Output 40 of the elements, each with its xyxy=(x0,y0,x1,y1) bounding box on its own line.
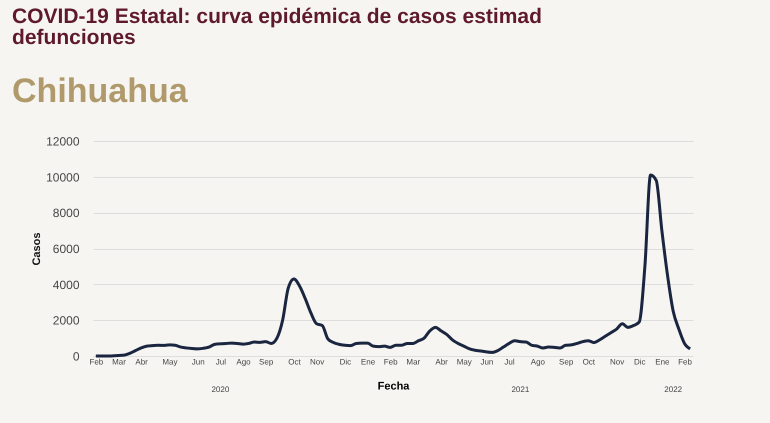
x-tick-label: Nov xyxy=(610,358,624,366)
x-tick-label: Feb xyxy=(384,358,398,366)
x-tick-label: Jun xyxy=(480,358,494,366)
line-series xyxy=(94,174,692,358)
x-tick-label: Ene xyxy=(655,358,670,366)
x-tick-label: May xyxy=(456,358,472,366)
y-tick-label: 8000 xyxy=(52,206,80,220)
x-tick-label: Abr xyxy=(135,358,148,366)
y-tick-label: 10000 xyxy=(46,170,80,184)
y-tick-label: 2000 xyxy=(52,314,80,328)
y-tick-label: 6000 xyxy=(52,242,80,256)
y-tick-label: 0 xyxy=(72,350,80,364)
x-tick-label: Dic xyxy=(340,358,352,366)
x-tick-label: Dic xyxy=(634,358,646,366)
x-tick-label: Nov xyxy=(310,358,324,366)
x-tick-label: Jul xyxy=(504,358,515,366)
x-tick-label: May xyxy=(162,358,178,366)
x-tick-label: Sep xyxy=(559,358,574,366)
chart-title: COVID-19 Estatal: curva epidémica de casos estimad defunciones xyxy=(12,5,542,49)
x-axis-title: Fecha xyxy=(378,380,410,392)
x-tick-label: Ago xyxy=(530,358,546,366)
text: 2021 xyxy=(511,385,530,394)
x-tick-label: Feb xyxy=(678,358,692,366)
y-tick-label: 12000 xyxy=(46,134,80,148)
text: 2020 xyxy=(211,385,230,394)
x-tick-label: Oct xyxy=(288,358,302,366)
x-tick-label: Ene xyxy=(360,358,376,366)
text: 2022 xyxy=(664,385,683,394)
x-tick-label: Feb xyxy=(89,358,104,366)
chart-subtitle: Chihuahua xyxy=(12,72,188,111)
y-tick-label: 4000 xyxy=(52,278,80,292)
y-axis-title: Casos xyxy=(31,232,44,266)
x-tick-label: Abr xyxy=(435,358,448,366)
x-tick-label: Oct xyxy=(582,358,596,366)
x-tick-label: Mar xyxy=(112,358,126,366)
x-tick-label: Jun xyxy=(192,358,205,366)
x-tick-label: Mar xyxy=(406,358,421,366)
x-tick-label: Ago xyxy=(236,358,252,366)
x-tick-label: Sep xyxy=(259,358,274,366)
x-tick-label: Jul xyxy=(216,358,226,366)
